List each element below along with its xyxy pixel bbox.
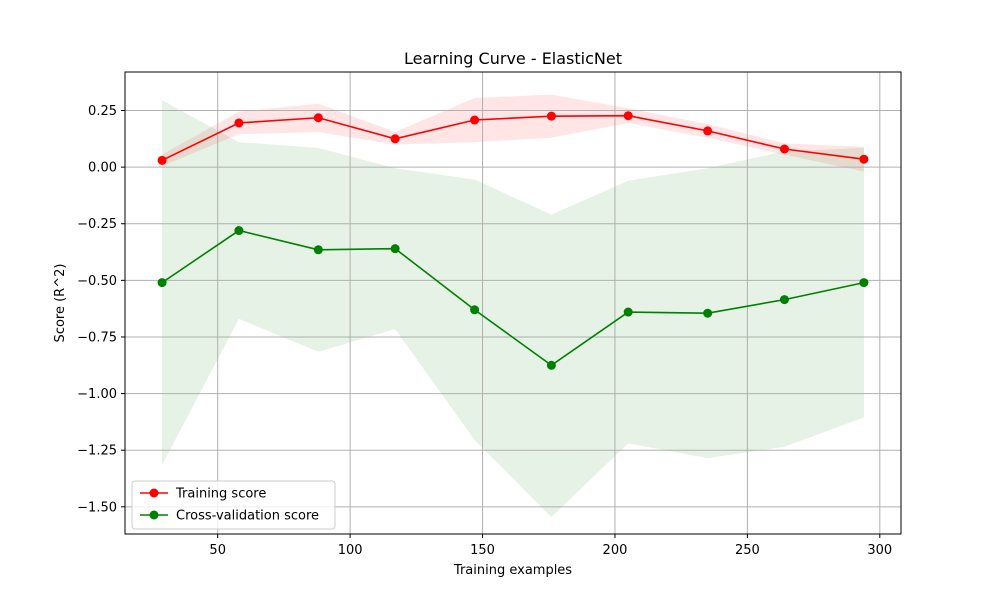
data-point: [234, 118, 244, 128]
legend-label: Training score: [175, 487, 266, 502]
data-point: [779, 295, 789, 305]
legend: Training score Cross-validation score: [131, 480, 336, 530]
data-point: [313, 113, 323, 123]
data-point: [779, 144, 789, 154]
data-point: [390, 244, 400, 254]
x-tick-label: 150: [470, 543, 495, 558]
y-tick-label: −1.50: [77, 500, 117, 515]
legend-box: [131, 480, 336, 530]
x-tick-label: 50: [209, 543, 226, 558]
data-point: [623, 111, 633, 121]
y-tick-label: −1.00: [77, 387, 117, 402]
y-tick-label: −0.25: [77, 217, 117, 232]
data-point: [234, 226, 244, 236]
data-point: [470, 115, 480, 125]
data-point: [470, 305, 480, 315]
y-tick-label: 0.00: [88, 161, 117, 176]
legend-marker: [149, 488, 159, 498]
data-point: [703, 126, 713, 136]
y-axis-label: Score (R^2): [53, 264, 68, 343]
data-point: [859, 154, 869, 164]
confidence-band-1: [162, 100, 864, 518]
x-ticks: 50 100 150 200 250 300: [209, 534, 892, 558]
y-tick-label: −1.25: [77, 444, 117, 459]
data-point: [859, 278, 869, 288]
chart-title: Learning Curve - ElasticNet: [404, 49, 622, 68]
data-point: [703, 308, 713, 318]
data-point: [157, 278, 167, 288]
x-axis-label: Training examples: [453, 563, 572, 578]
data-point: [623, 307, 633, 317]
grid-lines: [125, 72, 901, 534]
legend-label: Cross-validation score: [176, 509, 319, 524]
x-tick-label: 250: [735, 543, 760, 558]
x-tick-label: 100: [338, 543, 363, 558]
y-tick-label: 0.25: [88, 104, 117, 119]
y-tick-label: −0.50: [77, 274, 117, 289]
confidence-band-0: [162, 94, 864, 172]
data-point: [546, 360, 556, 370]
legend-marker: [149, 510, 159, 520]
data-point: [390, 134, 400, 144]
y-ticks: 0.25 0.00 −0.25 −0.50 −0.75 −1.00 −1.25 −1.50: [77, 104, 125, 515]
y-tick-label: −0.75: [77, 330, 117, 345]
data-point: [546, 111, 556, 121]
x-tick-label: 300: [867, 543, 892, 558]
series-lines: [157, 111, 869, 370]
series-line-0: [161, 114, 865, 162]
x-tick-label: 200: [603, 543, 628, 558]
data-point: [157, 155, 167, 165]
series-line-1: [161, 229, 865, 367]
confidence-bands: [162, 94, 864, 518]
plot-frame: [124, 71, 902, 535]
data-point: [313, 245, 323, 255]
